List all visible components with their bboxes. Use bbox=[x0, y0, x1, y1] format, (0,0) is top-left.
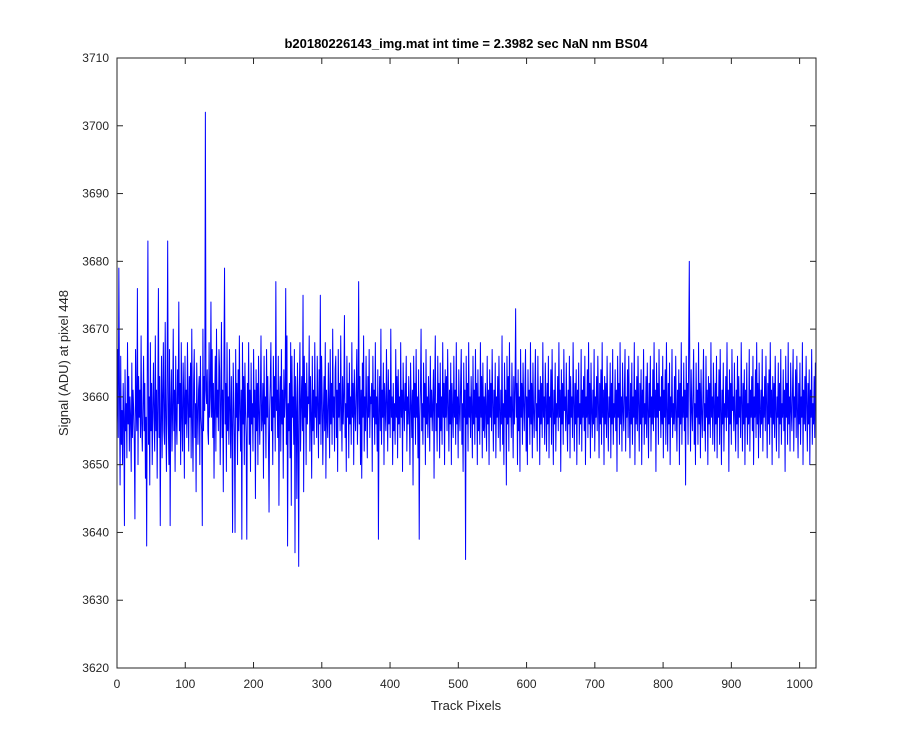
y-tick-label-3680: 3680 bbox=[82, 254, 109, 268]
y-tick-label-3650: 3650 bbox=[82, 458, 109, 472]
x-axis-label: Track Pixels bbox=[431, 698, 502, 713]
y-axis-label: Signal (ADU) at pixel 448 bbox=[56, 290, 71, 436]
x-tick-label-400: 400 bbox=[380, 677, 400, 691]
y-tick-label-3700: 3700 bbox=[82, 119, 109, 133]
x-tick-label-800: 800 bbox=[653, 677, 673, 691]
chart-title: b20180226143_img.mat int time = 2.3982 s… bbox=[284, 36, 648, 51]
series-layer bbox=[116, 111, 817, 567]
x-tick-label-100: 100 bbox=[175, 677, 195, 691]
x-tick-label-300: 300 bbox=[312, 677, 332, 691]
y-tick-label-3640: 3640 bbox=[82, 525, 109, 539]
x-tick-label-700: 700 bbox=[585, 677, 605, 691]
x-tick-label-1000: 1000 bbox=[786, 677, 813, 691]
x-tick-label-0: 0 bbox=[114, 677, 121, 691]
x-tick-label-200: 200 bbox=[244, 677, 264, 691]
axes-box bbox=[116, 57, 817, 669]
x-tick-label-500: 500 bbox=[448, 677, 468, 691]
y-tick-label-3620: 3620 bbox=[82, 661, 109, 675]
axes-layer: 0 100 200 300 400 500 600 700 800 900 1000 3620 3630… bbox=[82, 51, 817, 691]
y-tick-label-3710: 3710 bbox=[82, 51, 109, 65]
y-tick-label-3670: 3670 bbox=[82, 322, 109, 336]
series-line-1 bbox=[116, 111, 817, 567]
x-tick-label-600: 600 bbox=[517, 677, 537, 691]
y-tick-label-3630: 3630 bbox=[82, 593, 109, 607]
y-tick-label-3660: 3660 bbox=[82, 390, 109, 404]
x-tick-label-900: 900 bbox=[721, 677, 741, 691]
y-tick-label-3690: 3690 bbox=[82, 187, 109, 201]
